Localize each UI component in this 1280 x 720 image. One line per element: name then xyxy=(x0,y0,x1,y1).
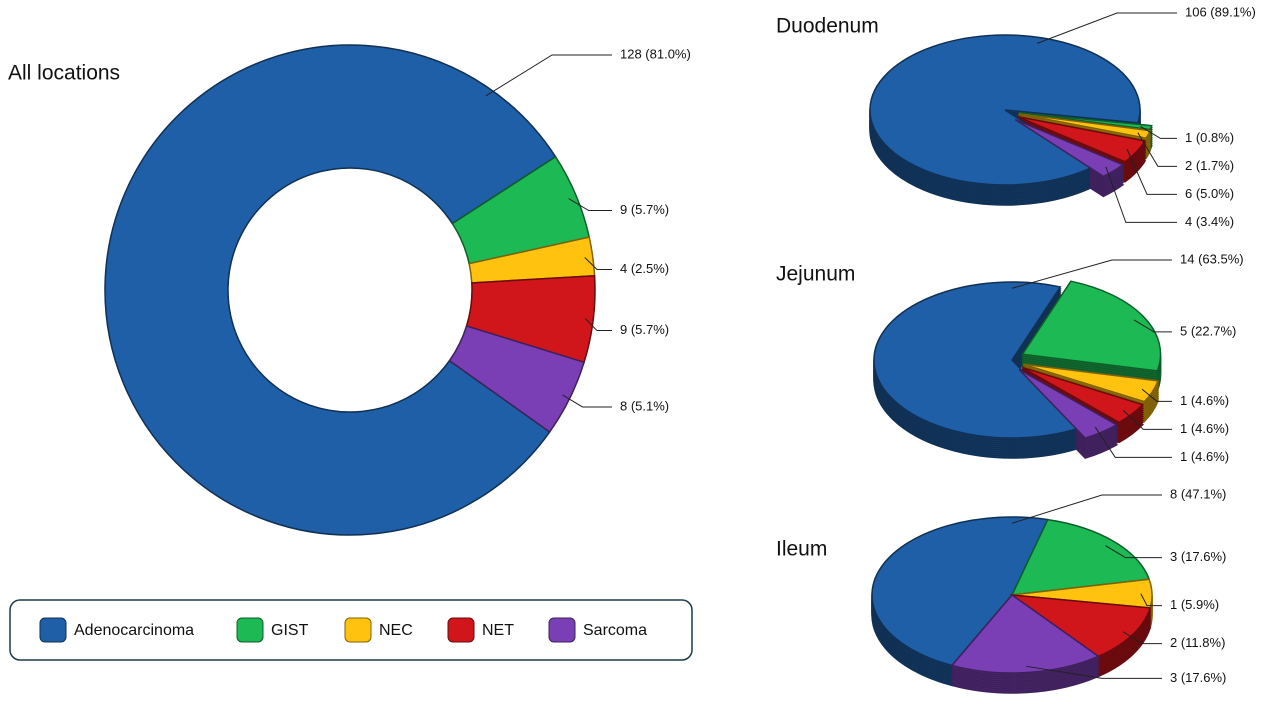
leader-line xyxy=(562,394,612,408)
leader-line xyxy=(1026,665,1162,679)
value-label: 3 (17.6%) xyxy=(1170,670,1226,685)
value-label: 1 (4.6%) xyxy=(1180,393,1229,408)
value-label: 1 (4.6%) xyxy=(1180,421,1229,436)
value-label: 128 (81.0%) xyxy=(620,46,691,61)
value-label: 3 (17.6%) xyxy=(1170,549,1226,564)
legend-label: NET xyxy=(482,622,514,639)
value-label: 4 (2.5%) xyxy=(620,261,669,276)
leader-line xyxy=(1011,259,1172,289)
slice xyxy=(1021,280,1162,372)
value-label: 14 (63.5%) xyxy=(1180,251,1244,266)
slice xyxy=(1017,115,1147,163)
chart-title: All locations xyxy=(8,62,120,85)
legend-swatch xyxy=(344,617,372,643)
leader-line xyxy=(1126,148,1177,195)
slice xyxy=(1018,113,1152,140)
value-label: 9 (5.7%) xyxy=(620,202,669,217)
value-label: 5 (22.7%) xyxy=(1180,323,1236,338)
leader-line xyxy=(1105,545,1162,559)
leader-line xyxy=(1140,125,1177,139)
value-label: 6 (5.0%) xyxy=(1185,186,1234,201)
value-label: 106 (89.1%) xyxy=(1185,4,1256,19)
leader-line xyxy=(1137,132,1177,167)
leader-line xyxy=(1133,319,1172,333)
leader-line xyxy=(584,318,612,332)
value-label: 2 (11.8%) xyxy=(1170,635,1225,650)
leader-line xyxy=(1122,409,1172,430)
slice xyxy=(1018,368,1119,439)
slice xyxy=(104,44,557,536)
leader-line xyxy=(485,54,612,97)
legend-swatch xyxy=(39,617,67,643)
legend-label: GIST xyxy=(271,622,309,639)
slice xyxy=(1018,112,1153,131)
value-label: 1 (4.6%) xyxy=(1180,449,1229,464)
slice xyxy=(1014,118,1125,178)
slice xyxy=(950,593,1100,674)
slice xyxy=(1009,593,1152,658)
leader-line xyxy=(1105,166,1177,223)
leader-line xyxy=(1094,426,1172,458)
leader-line xyxy=(1122,631,1162,645)
value-label: 2 (1.7%) xyxy=(1185,158,1234,173)
value-label: 9 (5.7%) xyxy=(620,322,669,337)
legend-label: NEC xyxy=(379,622,413,639)
legend-swatch xyxy=(447,617,475,643)
leader-line xyxy=(1140,593,1162,607)
value-label: 8 (5.1%) xyxy=(620,398,669,413)
chart-title: Jejunum xyxy=(776,263,855,286)
leader-line xyxy=(584,257,612,270)
legend-label: Adenocarcinoma xyxy=(74,622,194,639)
legend-swatch xyxy=(236,617,264,643)
leader-line xyxy=(1011,494,1162,524)
leader-line xyxy=(1036,12,1177,44)
slice xyxy=(448,325,586,433)
slice xyxy=(871,516,1049,667)
legend-label: Sarcoma xyxy=(583,622,647,639)
value-label: 4 (3.4%) xyxy=(1185,214,1234,229)
slice xyxy=(1010,518,1151,596)
slice xyxy=(869,34,1141,186)
slice xyxy=(873,281,1080,439)
slice xyxy=(1023,363,1160,403)
chart-title: Duodenum xyxy=(776,15,879,38)
value-label: 8 (47.1%) xyxy=(1170,486,1226,501)
slice xyxy=(1021,366,1145,424)
leader-line xyxy=(1141,388,1172,402)
value-label: 1 (0.8%) xyxy=(1185,130,1234,145)
value-label: 1 (5.9%) xyxy=(1170,597,1219,612)
legend-swatch xyxy=(548,617,576,643)
chart-title: Ileum xyxy=(776,538,827,561)
leader-line xyxy=(568,198,612,212)
